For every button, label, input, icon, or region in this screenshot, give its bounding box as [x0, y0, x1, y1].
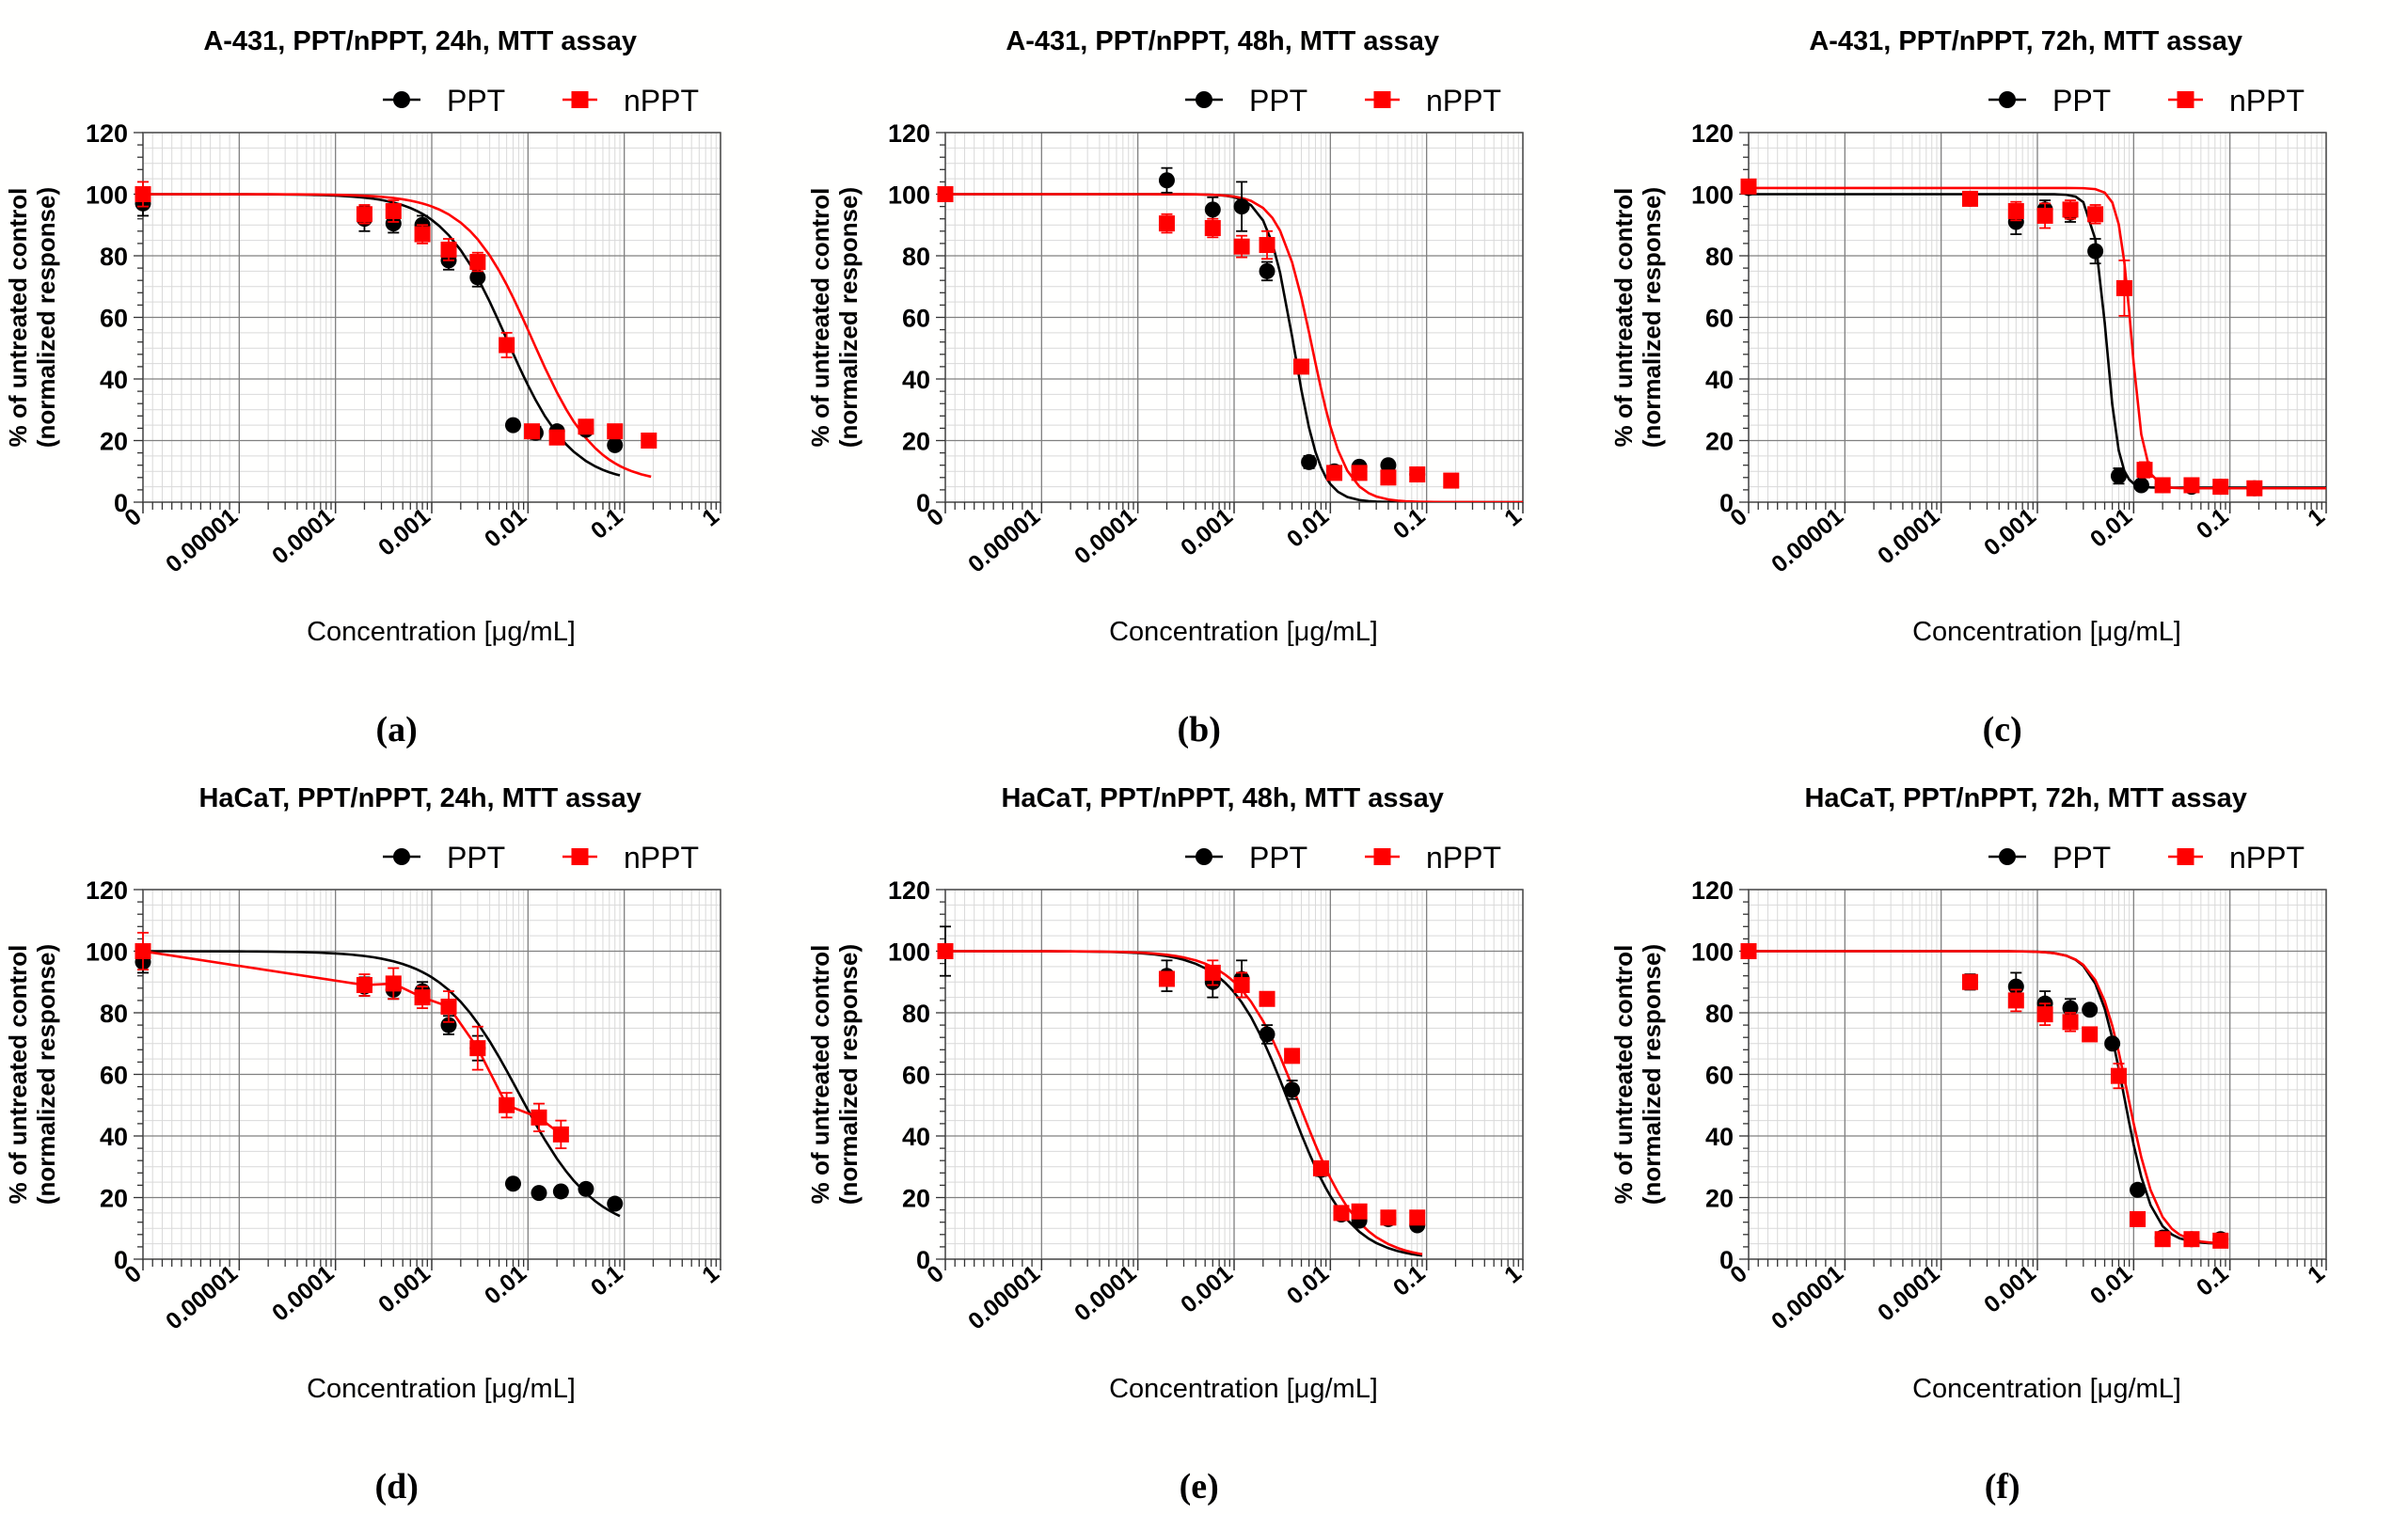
- svg-text:20: 20: [902, 1184, 930, 1212]
- svg-text:40: 40: [1705, 1123, 1734, 1151]
- svg-text:100: 100: [888, 938, 930, 967]
- svg-text:(c): (c): [1982, 710, 2021, 749]
- svg-text:60: 60: [1705, 305, 1734, 333]
- svg-text:Concentration [μg/mL]: Concentration [μg/mL]: [1109, 617, 1378, 647]
- svg-text:80: 80: [1705, 243, 1734, 271]
- svg-text:120: 120: [888, 876, 930, 905]
- svg-text:120: 120: [888, 119, 930, 148]
- svg-text:% of untreated control: % of untreated control: [1609, 945, 1638, 1205]
- svg-text:(normalized response): (normalized response): [834, 187, 863, 448]
- svg-text:80: 80: [902, 243, 930, 271]
- svg-text:80: 80: [100, 1000, 128, 1028]
- svg-text:% of untreated control: % of untreated control: [4, 945, 32, 1205]
- svg-text:40: 40: [1705, 366, 1734, 394]
- svg-text:40: 40: [100, 366, 128, 394]
- svg-text:nPPT: nPPT: [1426, 84, 1501, 118]
- svg-text:% of untreated control: % of untreated control: [806, 188, 834, 448]
- svg-text:(e): (e): [1180, 1467, 1219, 1506]
- svg-text:HaCaT, PPT/nPPT, 48h, MTT assa: HaCaT, PPT/nPPT, 48h, MTT assay: [1002, 783, 1444, 813]
- svg-text:100: 100: [86, 938, 128, 967]
- svg-text:(normalized response): (normalized response): [1638, 187, 1666, 448]
- svg-text:PPT: PPT: [1249, 84, 1307, 118]
- svg-text:100: 100: [1691, 181, 1734, 210]
- svg-text:20: 20: [100, 1184, 128, 1212]
- svg-text:% of untreated control: % of untreated control: [4, 188, 32, 448]
- svg-text:% of untreated control: % of untreated control: [1609, 188, 1638, 448]
- svg-text:100: 100: [888, 181, 930, 210]
- svg-text:(a): (a): [376, 710, 418, 749]
- svg-text:A-431, PPT/nPPT, 72h, MTT assa: A-431, PPT/nPPT, 72h, MTT assay: [1809, 26, 2242, 56]
- svg-text:(normalized response): (normalized response): [834, 944, 863, 1205]
- svg-text:40: 40: [100, 1123, 128, 1151]
- svg-text:PPT: PPT: [2052, 841, 2111, 875]
- svg-text:HaCaT, PPT/nPPT, 24h, MTT assa: HaCaT, PPT/nPPT, 24h, MTT assay: [198, 783, 641, 813]
- svg-text:Concentration [μg/mL]: Concentration [μg/mL]: [1912, 1374, 2181, 1404]
- svg-text:120: 120: [1691, 876, 1734, 905]
- svg-text:Concentration [μg/mL]: Concentration [μg/mL]: [307, 1374, 576, 1404]
- svg-text:PPT: PPT: [2052, 84, 2111, 118]
- svg-text:40: 40: [902, 366, 930, 394]
- svg-text:40: 40: [902, 1123, 930, 1151]
- svg-text:120: 120: [86, 876, 128, 905]
- svg-text:(b): (b): [1178, 710, 1221, 749]
- svg-text:100: 100: [1691, 938, 1734, 967]
- svg-text:(d): (d): [374, 1467, 418, 1506]
- svg-text:Concentration [μg/mL]: Concentration [μg/mL]: [1912, 617, 2181, 647]
- svg-text:60: 60: [1705, 1062, 1734, 1090]
- svg-text:nPPT: nPPT: [2229, 84, 2305, 118]
- svg-text:60: 60: [902, 305, 930, 333]
- svg-text:20: 20: [1705, 427, 1734, 455]
- svg-text:20: 20: [902, 427, 930, 455]
- svg-text:(f): (f): [1984, 1467, 2020, 1506]
- svg-text:A-431, PPT/nPPT, 48h, MTT assa: A-431, PPT/nPPT, 48h, MTT assay: [1006, 26, 1440, 56]
- svg-text:60: 60: [902, 1062, 930, 1090]
- svg-text:PPT: PPT: [447, 84, 505, 118]
- svg-text:80: 80: [902, 1000, 930, 1028]
- svg-text:PPT: PPT: [1249, 841, 1307, 875]
- svg-text:80: 80: [100, 243, 128, 271]
- svg-text:60: 60: [100, 305, 128, 333]
- svg-text:PPT: PPT: [447, 841, 505, 875]
- svg-text:60: 60: [100, 1062, 128, 1090]
- svg-text:80: 80: [1705, 1000, 1734, 1028]
- svg-text:nPPT: nPPT: [1426, 841, 1501, 875]
- svg-text:120: 120: [86, 119, 128, 148]
- svg-text:nPPT: nPPT: [2229, 841, 2305, 875]
- svg-text:% of untreated control: % of untreated control: [806, 945, 834, 1205]
- svg-text:20: 20: [100, 427, 128, 455]
- svg-text:120: 120: [1691, 119, 1734, 148]
- svg-text:nPPT: nPPT: [624, 84, 699, 118]
- svg-text:nPPT: nPPT: [624, 841, 699, 875]
- svg-text:(normalized response): (normalized response): [1638, 944, 1666, 1205]
- svg-text:Concentration [μg/mL]: Concentration [μg/mL]: [307, 617, 576, 647]
- svg-text:HaCaT, PPT/nPPT, 72h, MTT assa: HaCaT, PPT/nPPT, 72h, MTT assay: [1804, 783, 2246, 813]
- svg-text:A-431, PPT/nPPT, 24h, MTT assa: A-431, PPT/nPPT, 24h, MTT assay: [203, 26, 637, 56]
- svg-text:(normalized response): (normalized response): [32, 944, 60, 1205]
- svg-text:(normalized response): (normalized response): [32, 187, 60, 448]
- svg-text:100: 100: [86, 181, 128, 210]
- svg-text:20: 20: [1705, 1184, 1734, 1212]
- svg-text:Concentration [μg/mL]: Concentration [μg/mL]: [1109, 1374, 1378, 1404]
